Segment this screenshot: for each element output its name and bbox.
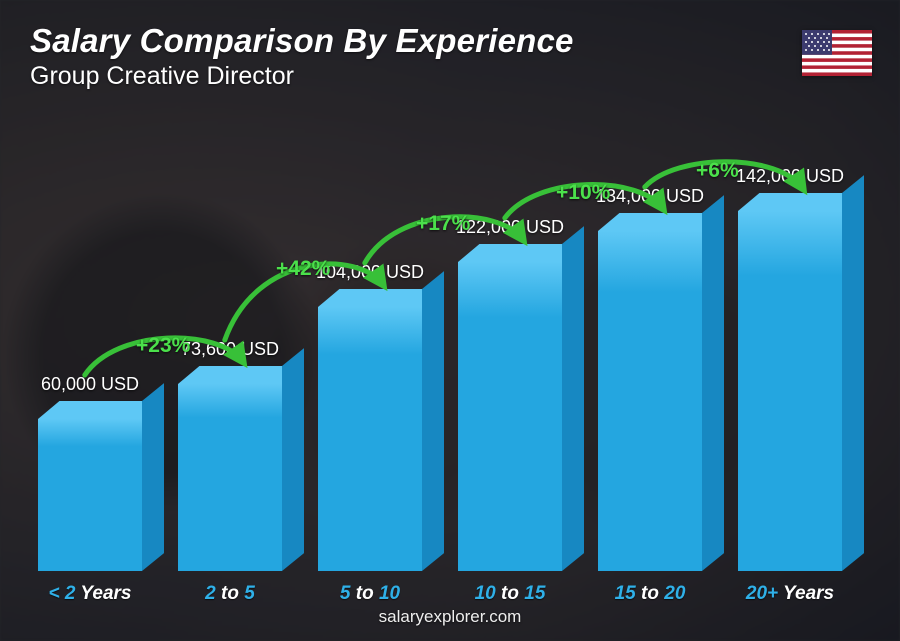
bar-side	[562, 226, 584, 571]
bar-side	[422, 271, 444, 571]
bar-group: 60,000 USD< 2 Years	[26, 120, 154, 571]
bar-value-label: 60,000 USD	[15, 374, 165, 395]
bar	[458, 262, 562, 571]
bar-front	[318, 307, 422, 571]
footer-credit: salaryexplorer.com	[0, 607, 900, 627]
bar-side	[142, 383, 164, 571]
title-block: Salary Comparison By Experience Group Cr…	[30, 22, 574, 91]
bar-category-label: 20+ Years	[710, 583, 870, 605]
bar	[598, 231, 702, 571]
bar-group: 142,000 USD20+ Years	[726, 120, 854, 571]
bar-category-label: 10 to 15	[430, 583, 590, 605]
bar-group: 104,000 USD5 to 10	[306, 120, 434, 571]
bar-category-label: 5 to 10	[290, 583, 450, 605]
chart-subtitle: Group Creative Director	[30, 62, 574, 91]
bar-front	[598, 231, 702, 571]
bar-side	[702, 195, 724, 571]
infographic-container: Salary Comparison By Experience Group Cr…	[0, 0, 900, 641]
bar-side	[282, 348, 304, 571]
bar-group: 122,000 USD10 to 15	[446, 120, 574, 571]
bar	[318, 307, 422, 571]
growth-percent-label: +23%	[136, 334, 190, 358]
bar-front	[38, 419, 142, 571]
growth-percent-label: +10%	[556, 181, 610, 205]
bar-category-label: 15 to 20	[570, 583, 730, 605]
growth-percent-label: +6%	[696, 159, 739, 183]
country-flag-icon	[802, 30, 872, 76]
bar-category-label: 2 to 5	[150, 583, 310, 605]
bar	[178, 384, 282, 571]
bar-category-label: < 2 Years	[10, 583, 170, 605]
bar-front	[458, 262, 562, 571]
growth-percent-label: +42%	[276, 257, 330, 281]
bar-front	[738, 211, 842, 571]
bar-side	[842, 175, 864, 571]
growth-percent-label: +17%	[416, 212, 470, 236]
bar	[38, 419, 142, 571]
bar-front	[178, 384, 282, 571]
bar	[738, 211, 842, 571]
bar-chart: 60,000 USD< 2 Years73,600 USD2 to 5104,0…	[20, 120, 860, 571]
chart-title: Salary Comparison By Experience	[30, 22, 574, 60]
